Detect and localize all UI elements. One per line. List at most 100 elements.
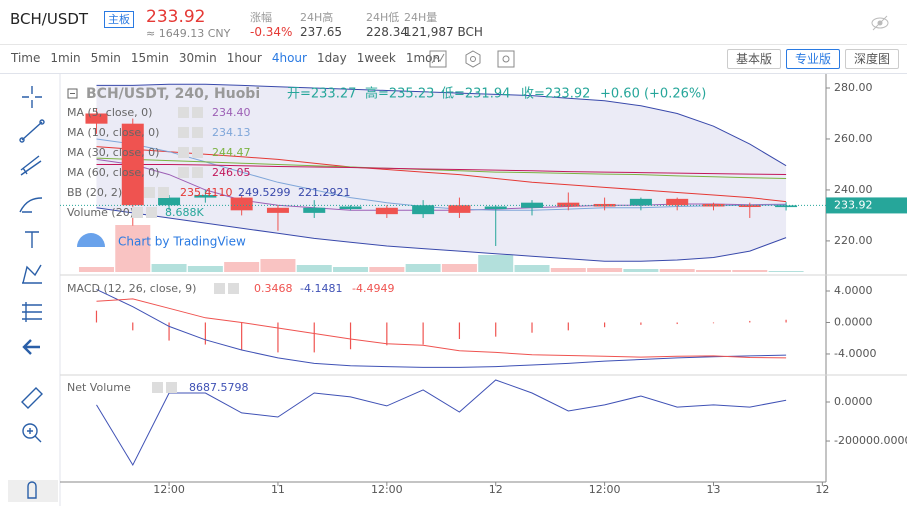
- volume-bar: [478, 255, 514, 272]
- view-button[interactable]: 深度图: [845, 49, 899, 69]
- indicator-name: Net Volume: [67, 381, 131, 394]
- candle-body: [412, 205, 435, 215]
- indicator-value: 249.5299: [238, 186, 291, 199]
- stat-label: 24H低: [366, 11, 400, 24]
- remove-icon: [146, 207, 157, 218]
- indicator-value: 0.3468: [254, 282, 293, 295]
- interval[interactable]: 15min: [130, 51, 169, 65]
- volume-bar: [587, 268, 623, 272]
- tool-icons[interactable]: [428, 49, 523, 69]
- indicator-value: -4.4949: [352, 282, 394, 295]
- view-button[interactable]: 专业版: [786, 49, 840, 69]
- y-tick-label: -4.0000: [834, 347, 876, 360]
- x-tick-label: 12:00: [371, 483, 403, 496]
- bb-upper: [96, 83, 787, 167]
- view-button[interactable]: 基本版: [727, 49, 781, 69]
- interval[interactable]: Time: [11, 51, 41, 65]
- x-tick-label: 12: [489, 483, 503, 496]
- ma-line: [96, 157, 787, 179]
- last-price-label: 233.92: [834, 198, 873, 211]
- candle-body: [375, 207, 398, 215]
- drawing-tools[interactable]: [8, 86, 58, 502]
- remove-icon: [192, 107, 203, 118]
- y-tick-label: 280.00: [834, 81, 873, 94]
- ma-line: [96, 138, 787, 211]
- volume-bar: [187, 266, 223, 272]
- candle-body: [521, 202, 544, 208]
- candle-body: [121, 123, 144, 206]
- candle-body: [702, 203, 725, 207]
- y-tick-label: 0.0000: [834, 395, 873, 408]
- candle-body: [557, 202, 580, 207]
- chart-title: BCH/USDT, 240, Huobi: [86, 86, 260, 102]
- remove-icon: [192, 127, 203, 138]
- bb-band: [96, 84, 787, 262]
- volume-bar: [441, 264, 477, 272]
- stat-label: 24H量: [404, 11, 438, 24]
- interval[interactable]: 1week: [356, 51, 396, 65]
- interval[interactable]: 1hour: [226, 51, 262, 65]
- header: BCH/USDT 主板 233.92 ≈ 1649.13 CNY 涨幅 -0.34…: [0, 0, 907, 45]
- settings-icon: [214, 283, 225, 294]
- net-volume-line: [96, 379, 787, 467]
- indicator-name: MA (30, close, 0): [67, 146, 159, 159]
- candle-body: [85, 113, 108, 124]
- candle-body: [666, 198, 689, 206]
- y-tick-label: 4.0000: [834, 284, 873, 297]
- x-tick-label: 12: [815, 483, 829, 496]
- hide-icon[interactable]: [870, 14, 890, 32]
- x-tick-label: 12:00: [153, 483, 185, 496]
- candle-body: [303, 207, 326, 213]
- stat-value: 121,987 BCH: [404, 25, 483, 39]
- stat-label: 涨幅: [250, 11, 272, 24]
- interval[interactable]: 1min: [50, 51, 81, 65]
- intervals: Time 1min 5min 15min 30min 1hour 4hour 1day 1wee…: [6, 44, 445, 73]
- candle-body: [484, 206, 507, 210]
- settings-icon: [178, 127, 189, 138]
- settings-icon: [178, 147, 189, 158]
- indicator-name: MACD (12, 26, close, 9): [67, 282, 196, 295]
- x-tick-label: 13: [706, 483, 720, 496]
- candle-body: [448, 205, 471, 213]
- volume-bar: [623, 269, 659, 272]
- interval[interactable]: 4hour: [271, 51, 307, 65]
- candle-body: [629, 198, 652, 206]
- badge: 主板: [104, 11, 134, 28]
- candle-body: [775, 205, 798, 208]
- ohlc-legend: 开=233.27: [287, 87, 356, 102]
- volume-bar: [151, 264, 187, 272]
- ohlc-legend: 高=235.23: [365, 86, 434, 102]
- indicator-name: Volume (20): [67, 206, 134, 219]
- price: 233.92: [146, 7, 206, 27]
- candle-body: [230, 197, 253, 211]
- settings-icon: [132, 207, 143, 218]
- settings-icon: [152, 382, 163, 393]
- candle-body: [194, 195, 217, 198]
- interval[interactable]: 1day: [316, 51, 347, 65]
- candle-body: [339, 206, 362, 210]
- interval[interactable]: 30min: [178, 51, 217, 65]
- settings-icon: [178, 107, 189, 118]
- collapse-icon: [67, 88, 78, 99]
- volume-bar: [550, 268, 586, 272]
- drawing-toolbar: [0, 74, 60, 506]
- stat-value: 228.34: [366, 25, 408, 39]
- remove-icon: [192, 167, 203, 178]
- indicator-value: 8.688K: [165, 206, 204, 219]
- volume-bar: [115, 225, 151, 272]
- candle-body: [158, 197, 181, 206]
- indicator-value: 221.2921: [298, 186, 351, 199]
- indicator-value: -4.1481: [300, 282, 342, 295]
- y-tick-label: -200000.0000: [834, 434, 907, 447]
- toolbar: Time 1min 5min 15min 30min 1hour 4hour 1day 1wee…: [0, 44, 907, 74]
- ohlc-legend: +0.60 (+0.26%): [600, 87, 706, 102]
- indicator-value: 246.05: [212, 166, 251, 179]
- interval[interactable]: 5min: [90, 51, 121, 65]
- stat-value: 237.65: [300, 25, 342, 39]
- volume-bar: [333, 267, 369, 272]
- volume-bar: [369, 267, 405, 272]
- interval[interactable]: 1mon: [405, 51, 441, 65]
- volume-bar: [695, 270, 731, 272]
